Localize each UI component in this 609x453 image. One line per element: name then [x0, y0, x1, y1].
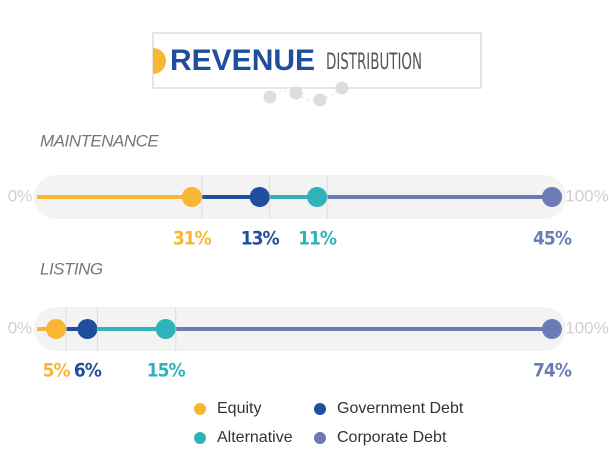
legend-swatch [194, 432, 206, 444]
category-label: MAINTENANCE [40, 131, 159, 150]
legend-swatch [314, 432, 326, 444]
title-icon [153, 48, 166, 74]
legend-label: Alternative [217, 429, 293, 446]
x-tick-label: 100% [565, 318, 608, 337]
dot [307, 187, 328, 207]
dot [77, 319, 98, 339]
x-tick-label: 0% [8, 318, 33, 337]
legend-label: Government Debt [337, 400, 464, 417]
dot [542, 319, 562, 339]
value-label: 6% [74, 360, 102, 382]
legend-label: Corporate Debt [337, 429, 447, 446]
value-label: 15% [147, 360, 186, 382]
title-box [152, 32, 482, 89]
chart-title: REVENUE [170, 44, 315, 77]
legend-swatch [194, 403, 206, 415]
value-label: 5% [43, 360, 71, 382]
category-label: LISTING [40, 259, 103, 278]
value-label: 31% [173, 228, 212, 250]
dot [181, 187, 202, 207]
dot [46, 319, 67, 339]
chart-subtitle: DISTRIBUTION [326, 50, 422, 75]
value-label: 45% [533, 228, 572, 250]
dot [155, 319, 176, 339]
dot [542, 187, 562, 207]
legend-swatch [314, 403, 326, 415]
title-decoration [263, 81, 349, 107]
legend-label: Equity [217, 400, 261, 417]
x-tick-label: 0% [8, 186, 33, 205]
value-label: 13% [241, 228, 280, 250]
value-label: 74% [533, 360, 572, 382]
dot [249, 187, 270, 207]
value-label: 11% [298, 228, 337, 250]
x-tick-label: 100% [565, 186, 608, 205]
